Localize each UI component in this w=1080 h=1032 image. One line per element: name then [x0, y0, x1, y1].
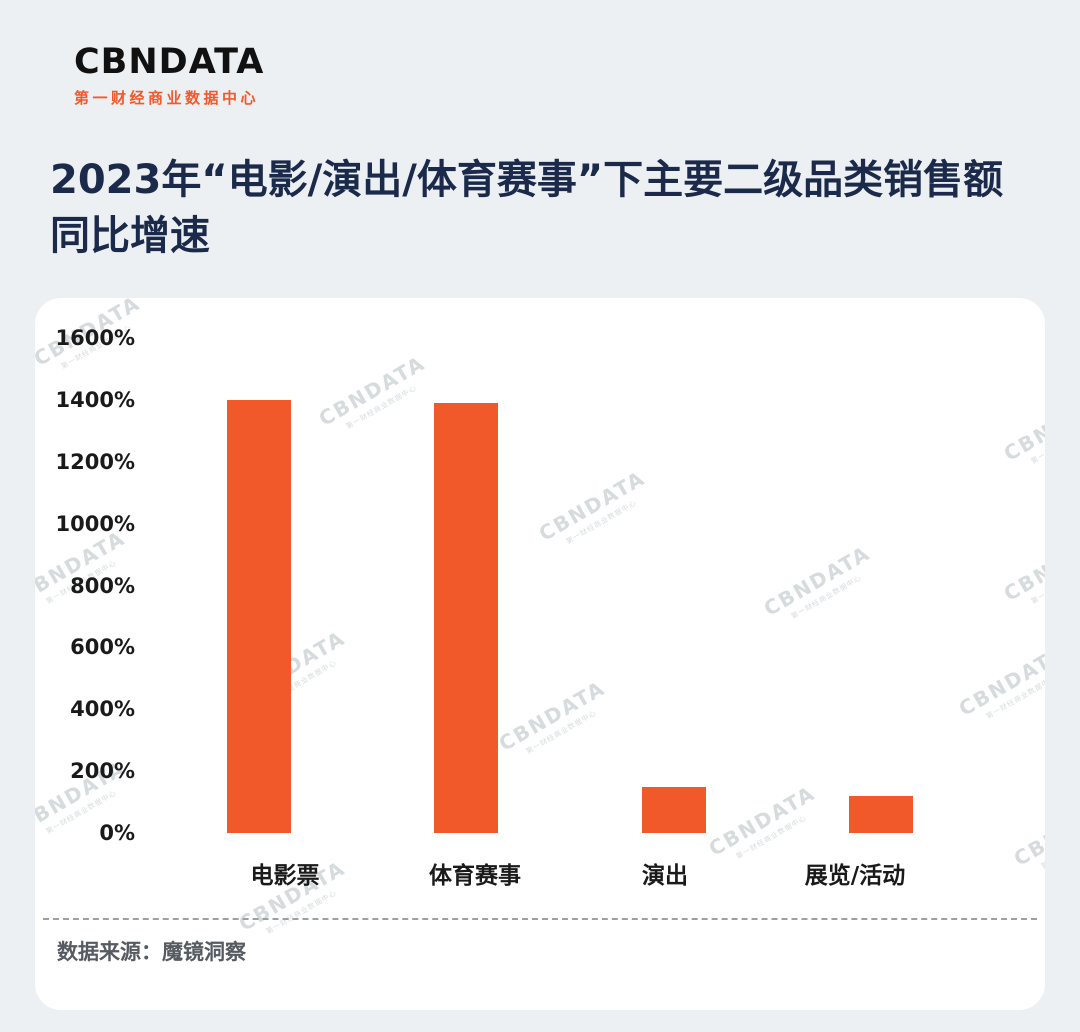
y-tick-label: 400% — [70, 697, 135, 722]
bar-展览/活动 — [849, 795, 914, 833]
y-tick-label: 1600% — [55, 326, 136, 350]
page-title: 2023年“电影/演出/体育赛事”下主要二级品类销售额同比增速 — [50, 157, 1004, 259]
y-tick-label: 1000% — [55, 511, 136, 536]
y-tick-label: 1200% — [55, 449, 136, 474]
y-tick-label: 1400% — [55, 387, 136, 412]
y-tick-label: 600% — [70, 635, 135, 660]
bar-slot — [363, 338, 571, 833]
y-axis: 0% 200% 400% 600% 800% 1000% 1200% 1400% 1600% — [35, 326, 155, 845]
bar-chart: 0% 200% 400% 600% 800% 1000% 1200% 1400% 1600% — [35, 326, 1045, 845]
bar-演出 — [641, 786, 706, 833]
brand-logo-subtitle: 第一财经商业数据中心 — [74, 89, 260, 107]
bar-slot — [155, 338, 363, 833]
bar-体育赛事 — [434, 402, 499, 833]
y-tick-label: 0% — [99, 821, 135, 845]
dashed-divider — [43, 918, 1037, 920]
brand-logo-text: CBNDATA — [74, 42, 265, 82]
brand-logo: CBNDATA 第一财经商业数据中心 — [74, 42, 1080, 108]
bars — [155, 338, 985, 833]
data-source: 数据来源：魔镜洞察 — [57, 940, 246, 964]
category-labels: 电影票 体育赛事 演出 展览/活动 — [190, 856, 950, 890]
category-label: 演出 — [642, 863, 688, 889]
category-label: 电影票 — [250, 863, 320, 889]
header: CBNDATA 第一财经商业数据中心 — [0, 0, 1080, 108]
bar-电影票 — [226, 399, 291, 833]
chart-card: CBNDATA 第一财经商业数据中心 CBNDATA 第一财经商业数据中心 CBNDAT… — [35, 298, 1045, 1010]
category-label: 展览/活动 — [804, 863, 906, 889]
bar-slot — [778, 338, 986, 833]
bar-slot — [570, 338, 778, 833]
y-tick-label: 200% — [70, 759, 135, 784]
category-label: 体育赛事 — [429, 863, 521, 889]
y-tick-label: 800% — [70, 573, 135, 598]
